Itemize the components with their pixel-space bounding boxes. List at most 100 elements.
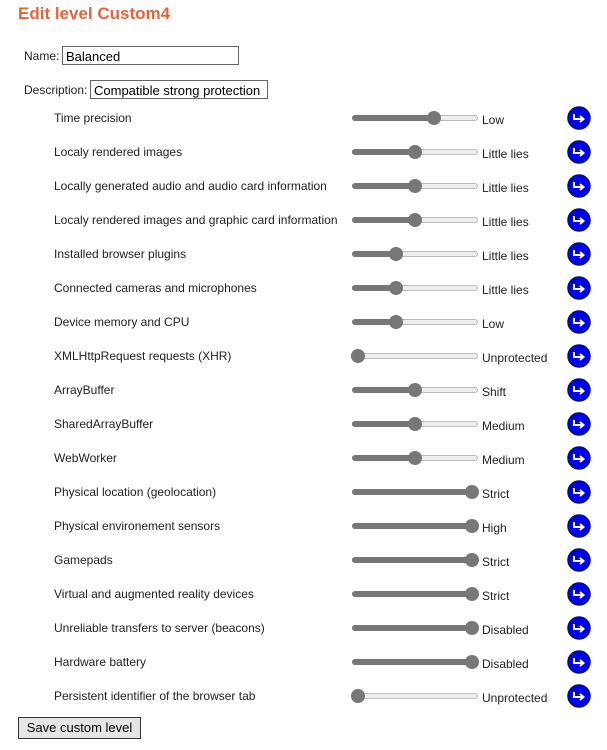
slider-thumb[interactable] (465, 485, 479, 499)
apply-button[interactable] (567, 582, 591, 606)
apply-icon[interactable] (567, 344, 591, 368)
apply-icon[interactable] (567, 276, 591, 300)
level-text: Little lies (482, 181, 529, 195)
apply-button[interactable] (567, 548, 591, 572)
slider-thumb[interactable] (465, 621, 479, 635)
slider-thumb[interactable] (388, 247, 403, 261)
slider-fill (352, 285, 396, 291)
slider-thumb[interactable] (351, 689, 365, 703)
level-text: Unprotected (482, 691, 548, 705)
name-label: Name: (24, 49, 60, 63)
slider-thumb[interactable] (408, 179, 422, 193)
slider-fill (352, 591, 472, 597)
slider-thumb[interactable] (408, 383, 422, 397)
apply-button[interactable] (567, 242, 591, 266)
slider-fill (352, 319, 396, 325)
apply-button[interactable] (567, 106, 591, 130)
setting-label: Gamepads (54, 553, 113, 567)
description-input[interactable]: Compatible strong protection (90, 80, 268, 99)
apply-icon[interactable] (567, 650, 591, 674)
slider-fill (352, 115, 435, 121)
apply-button[interactable] (567, 140, 591, 164)
slider-fill (352, 149, 415, 155)
apply-icon[interactable] (567, 412, 591, 436)
save-button[interactable]: Save custom level (18, 717, 141, 739)
level-text: Little lies (482, 249, 529, 263)
slider-fill (352, 183, 415, 189)
apply-icon[interactable] (567, 140, 591, 164)
setting-label: Connected cameras and microphones (54, 281, 257, 295)
level-text: Low (482, 317, 505, 331)
slider-thumb[interactable] (408, 213, 422, 227)
apply-button[interactable] (567, 276, 591, 300)
setting-label: Locally generated audio and audio card i… (54, 179, 327, 193)
apply-button[interactable] (567, 650, 591, 674)
setting-label: Time precision (54, 111, 132, 125)
apply-icon[interactable] (567, 480, 591, 504)
setting-label: Physical location (geolocation) (54, 485, 217, 499)
apply-icon[interactable] (567, 616, 591, 640)
apply-button[interactable] (567, 174, 591, 198)
description-label: Description: (24, 83, 88, 97)
apply-button[interactable] (567, 684, 591, 708)
slider-track[interactable] (352, 353, 478, 359)
setting-label: Virtual and augmented reality devices (54, 587, 254, 601)
apply-button[interactable] (567, 310, 591, 334)
apply-button[interactable] (567, 480, 591, 504)
level-text: Strict (482, 589, 510, 603)
level-text: Little lies (482, 215, 529, 229)
apply-icon[interactable] (567, 548, 591, 572)
apply-button[interactable] (567, 412, 591, 436)
slider-thumb[interactable] (465, 553, 479, 567)
level-text: Disabled (482, 657, 529, 671)
apply-button[interactable] (567, 616, 591, 640)
slider-thumb[interactable] (465, 519, 479, 533)
apply-icon[interactable] (567, 174, 591, 198)
slider-track[interactable] (352, 693, 478, 699)
slider-thumb[interactable] (408, 417, 422, 431)
apply-icon[interactable] (567, 106, 591, 130)
setting-label: WebWorker (54, 451, 117, 465)
apply-icon[interactable] (567, 582, 591, 606)
apply-icon[interactable] (567, 514, 591, 538)
slider-thumb[interactable] (465, 587, 479, 601)
apply-button[interactable] (567, 514, 591, 538)
slider-thumb[interactable] (351, 349, 365, 363)
page-title: Edit level Custom4 (18, 4, 171, 23)
level-text: Medium (482, 419, 525, 433)
apply-button[interactable] (567, 446, 591, 470)
setting-label: Device memory and CPU (54, 315, 190, 329)
setting-label: Localy rendered images (54, 145, 183, 159)
level-text: Medium (482, 453, 525, 467)
level-text: Strict (482, 487, 510, 501)
setting-label: Localy rendered images and graphic card … (54, 213, 338, 227)
slider-thumb[interactable] (388, 281, 403, 295)
slider-thumb[interactable] (427, 111, 442, 125)
setting-label: Installed browser plugins (54, 247, 187, 261)
slider-fill (352, 659, 472, 665)
setting-label: XMLHttpRequest requests (XHR) (54, 349, 232, 363)
apply-button[interactable] (567, 378, 591, 402)
apply-button[interactable] (567, 208, 591, 232)
slider-thumb[interactable] (465, 655, 479, 669)
apply-button[interactable] (567, 344, 591, 368)
slider-thumb[interactable] (408, 145, 422, 159)
level-text: Strict (482, 555, 510, 569)
apply-icon[interactable] (567, 208, 591, 232)
slider-thumb[interactable] (388, 315, 403, 329)
level-text: Disabled (482, 623, 529, 637)
level-text: Unprotected (482, 351, 548, 365)
setting-label: Persistent identifier of the browser tab (54, 689, 256, 703)
slider-fill (352, 557, 472, 563)
apply-icon[interactable] (567, 684, 591, 708)
name-input[interactable]: Balanced (62, 46, 239, 65)
slider-thumb[interactable] (408, 451, 422, 465)
apply-icon[interactable] (567, 242, 591, 266)
apply-icon[interactable] (567, 310, 591, 334)
slider-fill (352, 455, 415, 461)
slider-fill (352, 387, 415, 393)
apply-icon[interactable] (567, 378, 591, 402)
slider-fill (352, 217, 415, 223)
apply-icon[interactable] (567, 446, 591, 470)
